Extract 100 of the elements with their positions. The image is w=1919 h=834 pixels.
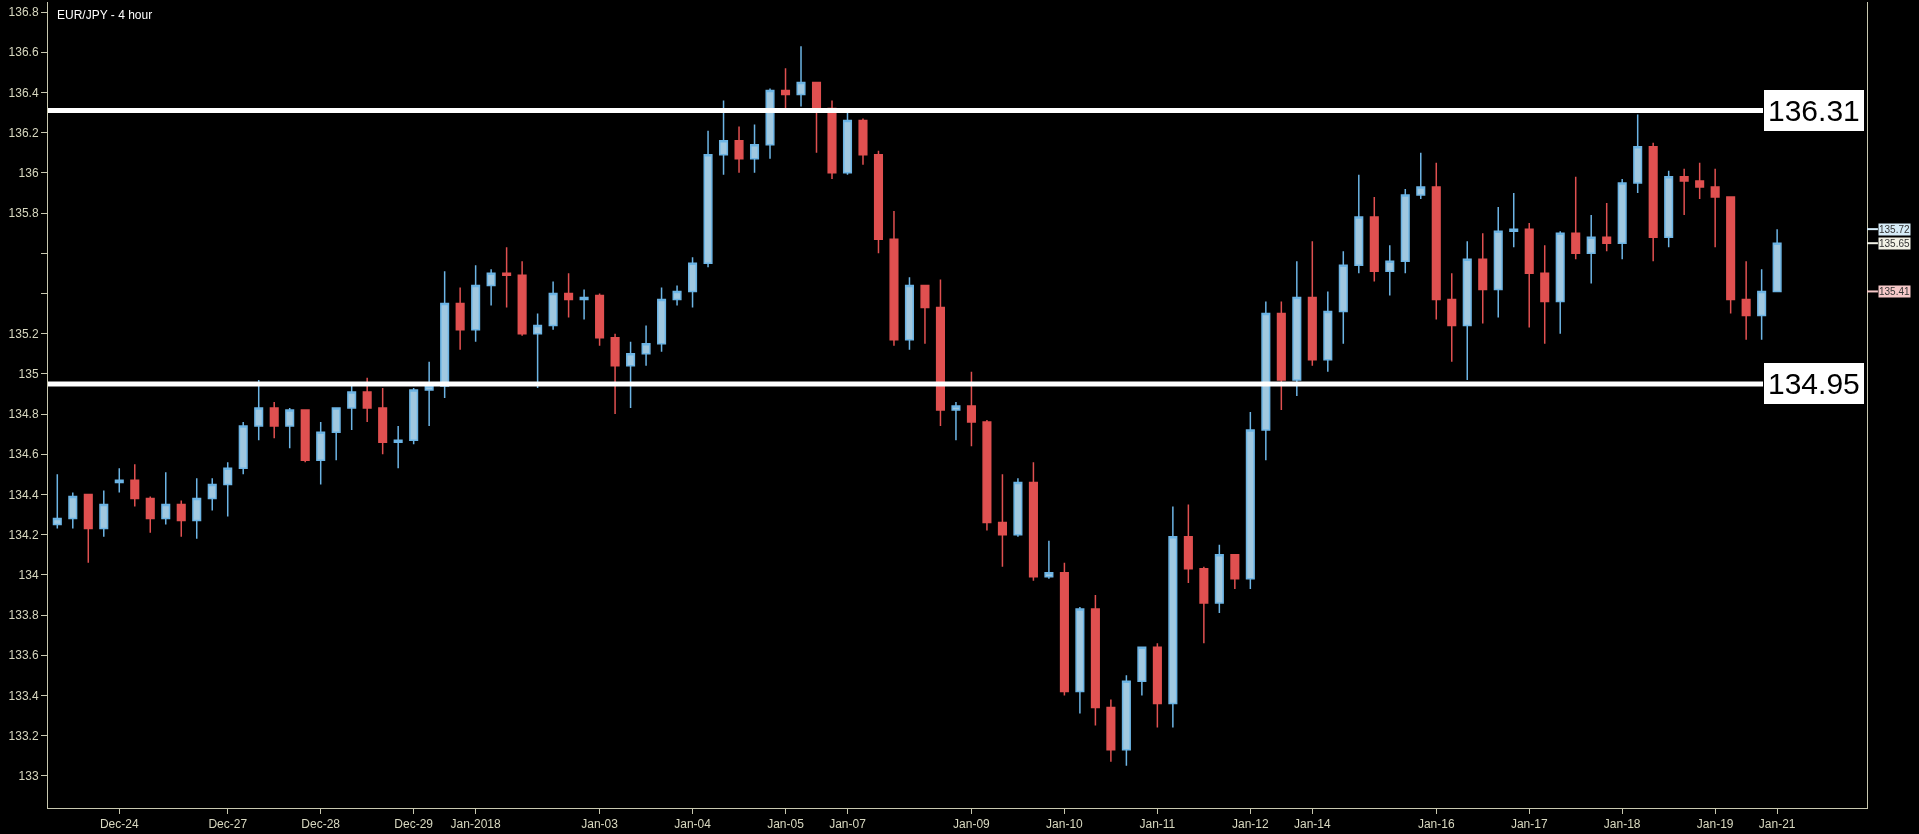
x-tick-label: Jan-19	[1696, 817, 1734, 832]
candlestick	[161, 471, 171, 526]
ref-line-label: 134.95	[1768, 367, 1860, 400]
candlestick	[238, 421, 248, 476]
candlestick	[99, 489, 109, 538]
candlestick	[1292, 260, 1302, 397]
candlestick	[1307, 240, 1317, 367]
candlestick	[873, 149, 884, 254]
candlestick	[1540, 244, 1550, 345]
y-tick-label: 133.8	[8, 608, 39, 623]
candlestick	[595, 292, 605, 347]
candlestick	[1354, 174, 1364, 275]
candlestick	[1741, 260, 1751, 341]
candlestick	[1478, 232, 1488, 325]
x-tick-label: Jan-2018	[450, 817, 501, 832]
candlestick	[1695, 162, 1705, 200]
y-tick-label: 133	[18, 769, 39, 784]
candlestick	[1571, 176, 1581, 261]
candlestick	[192, 477, 202, 540]
y-tick-label: 134.4	[8, 487, 39, 502]
x-tick-label: Jan-05	[767, 817, 805, 832]
candlestick	[1106, 698, 1116, 763]
candlestick	[1648, 141, 1658, 263]
candlestick	[393, 425, 403, 470]
candlestick	[1462, 240, 1472, 381]
x-tick-label: Jan-10	[1046, 817, 1084, 832]
candlestick	[424, 361, 434, 427]
candlestick	[935, 278, 945, 427]
candlestick	[145, 495, 155, 534]
candlestick	[1183, 503, 1193, 584]
ref-line-label: 135.72	[1879, 224, 1911, 235]
candlestick	[1726, 196, 1736, 315]
candlestick	[796, 45, 806, 108]
candlestick	[657, 286, 667, 353]
candlestick	[1075, 606, 1085, 715]
candlestick	[1199, 566, 1209, 644]
candlestick	[842, 111, 853, 176]
candlestick	[1447, 272, 1457, 363]
candlestick	[316, 421, 326, 486]
candlestick	[610, 332, 620, 415]
candlestick	[1555, 230, 1565, 335]
x-tick-label: Jan-03	[581, 817, 619, 832]
candlestick	[827, 99, 837, 180]
y-tick-label: 133.4	[8, 688, 39, 703]
candlestick	[517, 260, 527, 337]
candlestick	[409, 387, 419, 445]
candlestick	[502, 246, 512, 309]
candlestick	[254, 379, 264, 441]
y-tick-label: 134	[18, 568, 39, 583]
candlestick	[1090, 594, 1100, 727]
x-tick-label: Jan-11	[1139, 817, 1176, 832]
candlestick	[1664, 170, 1674, 248]
candlestick	[68, 491, 78, 530]
y-tick-label: 135.8	[8, 206, 39, 221]
y-tick-label: 135	[18, 367, 39, 382]
candlestick	[1013, 477, 1023, 538]
candlestick	[1338, 250, 1348, 345]
x-tick-label: Jan-12	[1231, 817, 1270, 832]
candlestick	[223, 461, 233, 518]
candlestick	[378, 387, 388, 455]
y-tick-label: 136.8	[8, 5, 39, 20]
candlestick	[564, 272, 574, 319]
candlestick	[207, 477, 217, 512]
candlestick	[331, 407, 341, 462]
candlestick	[1400, 188, 1410, 275]
candlestick	[718, 99, 729, 176]
x-tick-label: Jan-07	[829, 817, 867, 832]
candlestick	[130, 463, 140, 508]
y-tick-label: 136.4	[8, 85, 39, 100]
x-tick-label: Dec-28	[301, 817, 341, 832]
y-tick-label: 133.6	[8, 648, 39, 663]
candlestick	[920, 284, 930, 345]
candlestick	[1044, 539, 1054, 580]
candlestick	[1276, 300, 1286, 411]
candlestick	[362, 377, 372, 423]
candlestick	[641, 324, 651, 367]
candlestick	[471, 264, 481, 343]
candlestick	[982, 419, 992, 532]
candlestick	[765, 87, 775, 160]
candlestick	[1509, 192, 1519, 248]
candlestick	[1524, 222, 1534, 329]
candlestick	[1679, 168, 1689, 216]
candlestick	[347, 385, 357, 431]
candlestick	[1121, 674, 1131, 767]
candlestick	[533, 312, 543, 389]
candlestick	[1710, 168, 1720, 248]
candlestick	[1152, 642, 1162, 729]
candlestick	[811, 81, 822, 154]
candlestick	[455, 286, 465, 351]
candlestick	[672, 284, 682, 307]
candlestick	[1431, 162, 1441, 321]
candlestick	[904, 276, 915, 351]
candlestick	[1617, 178, 1627, 261]
candlestick	[486, 268, 496, 307]
candlestick	[688, 256, 698, 309]
candlestick	[780, 67, 791, 110]
x-tick-label: Jan-18	[1603, 817, 1641, 832]
y-tick-label: 134.6	[8, 447, 39, 462]
candlestick	[440, 270, 450, 399]
candlestick	[1772, 228, 1782, 293]
